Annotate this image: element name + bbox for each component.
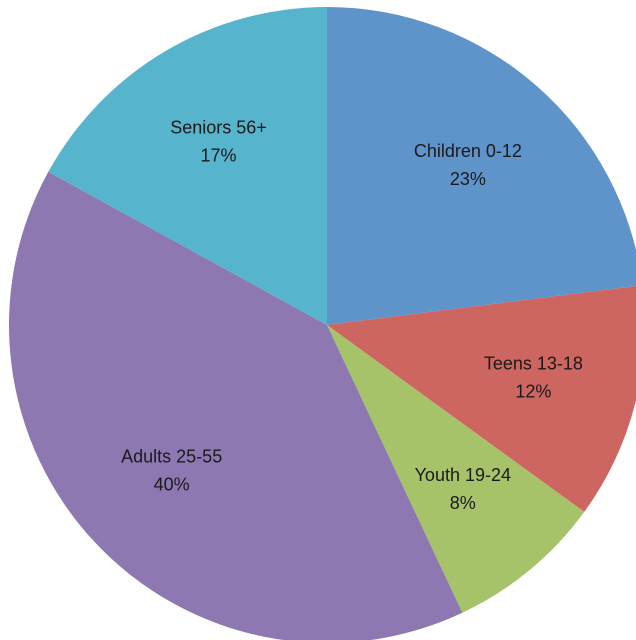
slice-value-label: 23%	[450, 169, 486, 189]
slice-category-label: Adults 25-55	[121, 447, 222, 467]
pie-slice	[48, 7, 328, 325]
pie-slice	[327, 7, 636, 325]
slice-category-label: Children 0-12	[414, 141, 522, 161]
slice-value-label: 17%	[201, 145, 237, 165]
slice-value-label: 12%	[515, 382, 551, 402]
slice-category-label: Youth 19-24	[415, 465, 511, 485]
slice-value-label: 40%	[154, 475, 190, 495]
pie-slice	[327, 325, 585, 613]
slice-category-label: Seniors 56+	[170, 117, 267, 137]
pie-slice	[9, 171, 463, 640]
slice-value-label: 8%	[450, 493, 476, 513]
pie-slice	[327, 285, 636, 512]
slice-category-label: Teens 13-18	[484, 354, 583, 374]
